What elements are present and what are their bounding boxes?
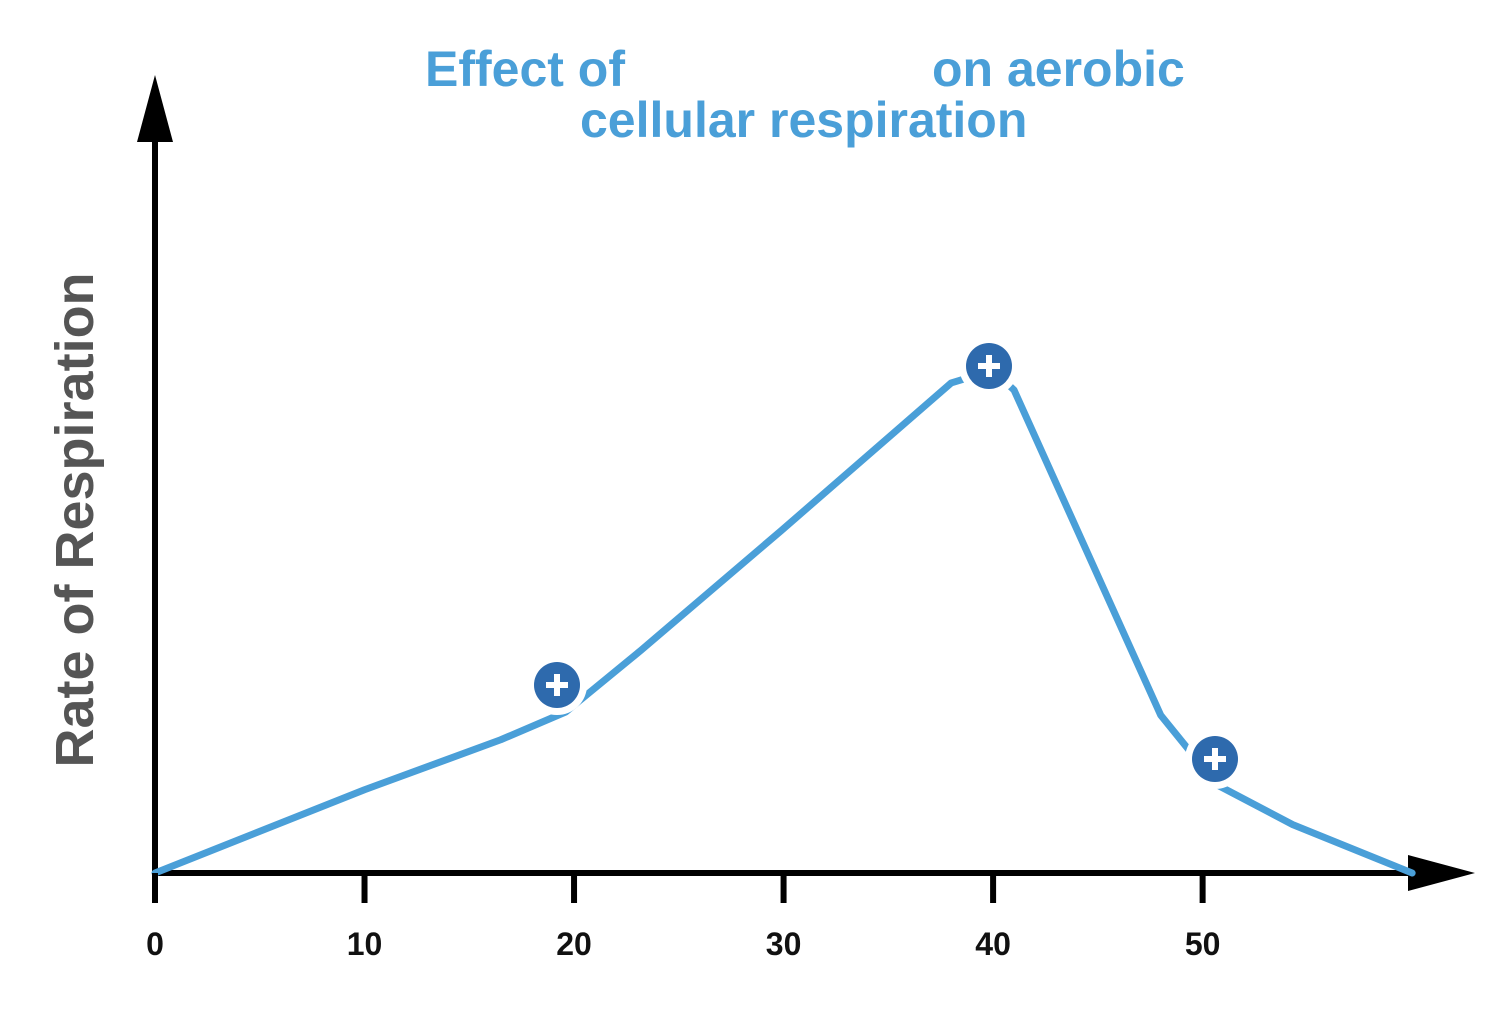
x-axis-arrow (1408, 855, 1475, 891)
chart-title: cellular respiration (580, 92, 1027, 148)
y-axis-label: Rate of Respiration (45, 272, 105, 767)
plus-icon (1204, 748, 1226, 770)
x-tick-label: 10 (347, 926, 383, 962)
x-tick-label: 20 (556, 926, 592, 962)
hotspot[interactable] (1185, 729, 1245, 789)
chart-title: Effect of (425, 41, 625, 97)
x-tick-label: 40 (975, 926, 1011, 962)
plus-icon (978, 355, 1000, 377)
y-axis-arrow (137, 75, 173, 142)
chart-title: on aerobic (932, 41, 1185, 97)
hotspot[interactable] (527, 655, 587, 715)
x-tick-label: 0 (146, 926, 164, 962)
x-tick-label: 30 (766, 926, 802, 962)
data-line (151, 366, 1416, 877)
plus-icon (546, 674, 568, 696)
x-tick-label: 50 (1185, 926, 1221, 962)
plot-area: 0 10 20 30 40 50 (146, 366, 1416, 962)
hotspot[interactable] (959, 336, 1019, 396)
